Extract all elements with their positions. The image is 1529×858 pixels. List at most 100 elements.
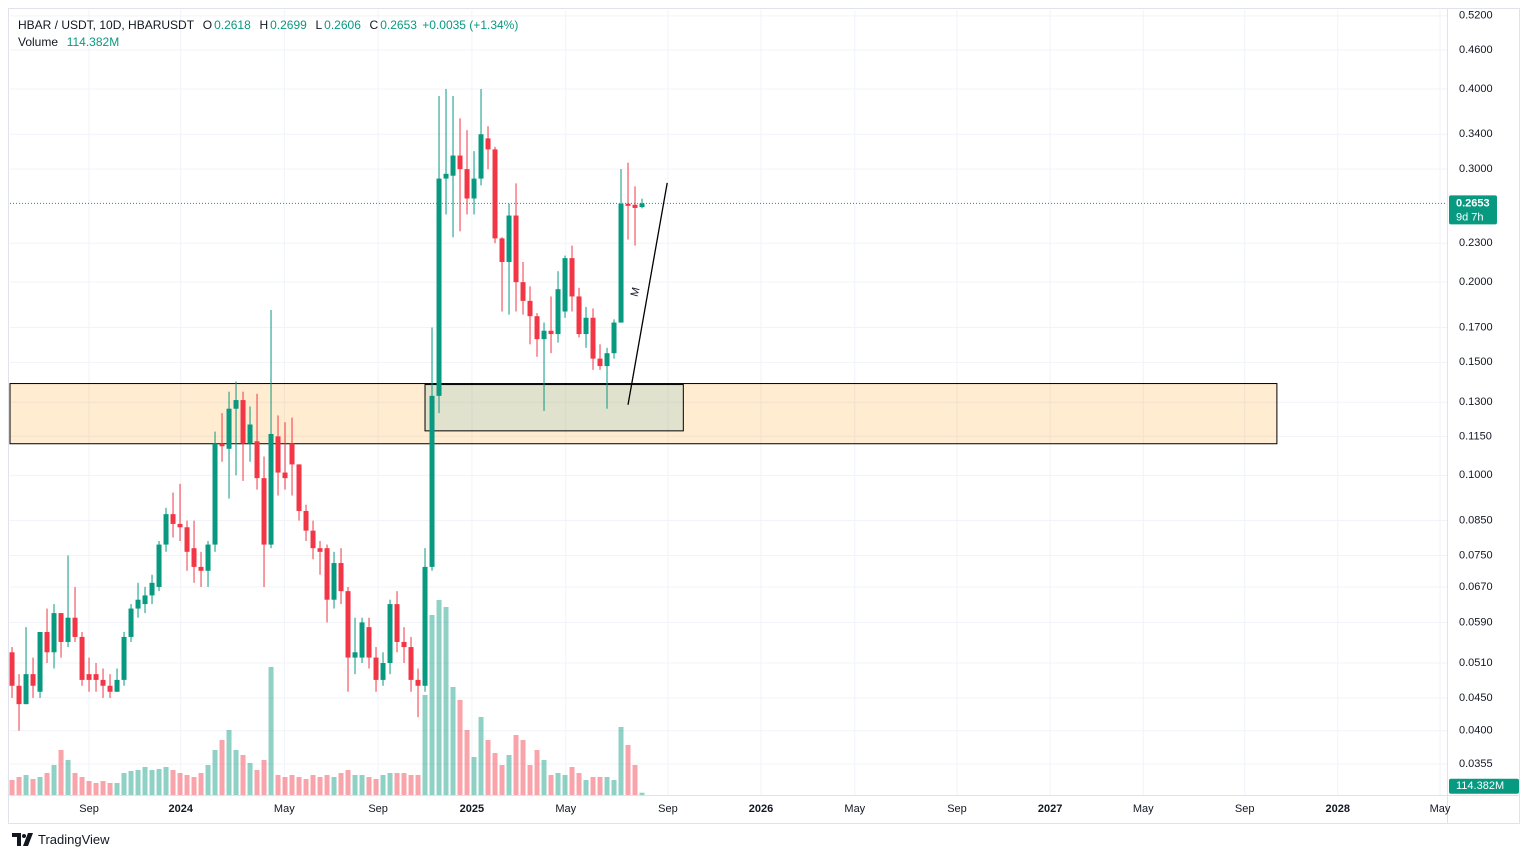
candle-body: [604, 353, 610, 367]
candle-body: [275, 436, 281, 473]
candle-body: [219, 443, 225, 447]
volume-bar: [443, 607, 449, 795]
candle-body: [9, 652, 15, 686]
candle-body: [590, 317, 596, 359]
volume-bar: [268, 667, 274, 795]
volume-bar: [555, 773, 561, 795]
candle-body: [387, 604, 393, 663]
volume-bar: [520, 740, 526, 795]
x-tick-label: May: [555, 803, 576, 815]
volume-bar: [205, 765, 211, 795]
volume-bar: [58, 750, 64, 795]
candle-body: [23, 674, 29, 705]
x-tick-label: Sep: [79, 803, 99, 815]
volume-bar: [212, 750, 218, 795]
volume-row: Volume 114.382M: [18, 34, 520, 51]
y-tick-label: 0.2300: [1459, 237, 1493, 249]
candle-body: [548, 330, 554, 335]
zone: [9, 383, 1278, 445]
y-tick-label: 0.1000: [1459, 469, 1493, 481]
candle-body: [44, 631, 50, 653]
volume-bar: [450, 687, 456, 795]
candle-body: [499, 238, 505, 262]
candle-body: [506, 215, 512, 262]
volume-bar: [611, 780, 617, 795]
candle-body: [184, 527, 190, 552]
volume-bar: [23, 775, 29, 795]
candle-body: [597, 358, 603, 367]
volume-bar: [373, 779, 379, 795]
last-price-label: 0.2653: [1456, 197, 1490, 209]
volume-bar: [191, 777, 197, 795]
volume-bar: [492, 753, 498, 795]
y-tick-label: 0.0670: [1459, 581, 1493, 593]
y-tick-label: 0.0400: [1459, 725, 1493, 737]
x-tick-label: 2027: [1038, 803, 1062, 815]
candle-body: [317, 548, 323, 552]
y-tick-label: 0.0355: [1459, 758, 1493, 770]
candle-body: [366, 627, 372, 658]
volume-bar: [177, 773, 183, 795]
volume-bar: [226, 730, 232, 795]
volume-bar: [429, 615, 435, 795]
candle-body: [261, 478, 267, 545]
volume-bar: [317, 777, 323, 795]
candle-body: [394, 604, 400, 642]
candle-body: [37, 631, 43, 692]
trendline: [627, 182, 668, 405]
candle-body: [527, 300, 533, 317]
volume-bar: [135, 770, 141, 795]
candle-body: [121, 636, 127, 680]
volume-bar: [79, 777, 85, 795]
y-tick-label: 0.0750: [1459, 549, 1493, 561]
volume-bar: [380, 775, 386, 795]
symbol-row: HBAR / USDT, 10D, HBARUSDT O 0.2618 H 0.26…: [18, 17, 520, 34]
candle-body: [205, 544, 211, 571]
candle-body: [429, 395, 435, 567]
volume-bar: [86, 781, 92, 795]
volume-bar: [464, 730, 470, 795]
volume-bar: [527, 765, 533, 795]
candle-body: [86, 674, 92, 680]
candle-body: [373, 657, 379, 680]
legend: HBAR / USDT, 10D, HBARUSDT O 0.2618 H 0.26…: [18, 17, 520, 51]
volume-bar: [170, 770, 176, 795]
volume-bar: [275, 775, 281, 795]
candle-body: [618, 203, 624, 323]
volume-bar: [576, 773, 582, 795]
candle-body: [226, 408, 232, 449]
candle-body: [268, 433, 274, 545]
volume-bar: [394, 773, 400, 795]
volume-bar: [121, 773, 127, 795]
candle-body: [562, 258, 568, 312]
volume-bar: [44, 773, 50, 795]
volume-bar: [436, 600, 442, 795]
volume-bar: [9, 780, 15, 795]
candle-body: [303, 510, 309, 531]
volume-bar: [338, 773, 344, 795]
volume-badge: [1449, 778, 1519, 794]
candle-body: [471, 178, 477, 199]
volume-bar: [142, 767, 148, 795]
candle-body: [583, 317, 589, 335]
volume-bar: [247, 763, 253, 795]
y-tick-label: 0.1150: [1459, 430, 1492, 442]
annotation: M: [629, 286, 643, 298]
candle-body: [240, 400, 246, 444]
volume-bar: [422, 695, 428, 795]
candle-body: [436, 178, 442, 396]
volume-bar: [107, 783, 113, 795]
symbol: HBAR / USDT, 10D, HBARUSDT: [18, 18, 195, 32]
candle-body: [289, 443, 295, 465]
volume-bar: [254, 770, 260, 795]
candle-body: [170, 514, 176, 524]
volume-bar: [289, 775, 295, 795]
x-tick-label: May: [274, 803, 295, 815]
volume-bar: [51, 765, 57, 795]
candle-body: [359, 622, 365, 658]
candle-body: [163, 514, 169, 545]
x-tick-label: Sep: [658, 803, 678, 815]
volume-value: 114.382M: [66, 35, 120, 49]
x-tick-label: Sep: [947, 803, 967, 815]
